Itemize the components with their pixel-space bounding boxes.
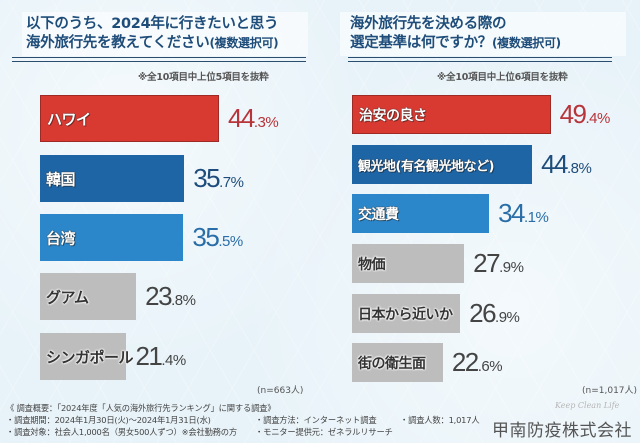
left-title-rule	[12, 57, 306, 62]
value-integer: 35	[193, 162, 220, 193]
right-chart-title: 海外旅行先を決める際の 選定基準は何ですか？(複数選択可)	[350, 15, 561, 53]
right-value-label-3: 34.1%	[498, 197, 549, 229]
survey-method: ・調査方法：インターネット調査	[255, 415, 377, 425]
value-decimal: .9%	[499, 258, 524, 276]
left-bar-label-5: シンガポール	[46, 348, 134, 366]
right-bar-5: 日本から近いか	[352, 294, 461, 333]
right-bar-4: 物価	[352, 244, 465, 283]
right-bar-label-6: 街の衛生面	[358, 355, 426, 372]
left-title-box	[22, 12, 308, 56]
left-value-label-1: 44.3%	[227, 102, 279, 134]
left-chart-title: 以下のうち、2024年に行きたいと思う 海外旅行先を教えてください(複数選択可)	[26, 15, 279, 53]
right-bar-label-2: 観光地(有名観光地など)	[358, 159, 494, 174]
right-value-label-4: 27.9%	[473, 247, 524, 279]
left-bar-label-4: グアム	[46, 288, 89, 306]
value-integer: 22	[451, 346, 479, 377]
left-value-label-3: 35.5%	[192, 221, 243, 253]
survey-period: ・調査期間：2024年1月30日(火)～2024年1月31日(水)	[6, 415, 211, 425]
left-bar-label-2: 韓国	[46, 170, 76, 188]
right-title-rule	[348, 57, 612, 62]
survey-overview-title: 《 調査概要：「2024年度「人気の海外旅行先ランキング」に関する調査》	[6, 403, 276, 413]
right-value-label-5: 26.9%	[469, 297, 520, 329]
value-integer: 34	[498, 197, 525, 228]
right-bar-label-1: 治安の良さ	[359, 107, 427, 124]
right-title-box	[340, 12, 626, 56]
value-decimal: .5%	[218, 232, 243, 250]
value-integer: 21	[135, 340, 162, 371]
value-decimal: .8%	[171, 291, 196, 309]
survey-provider: ・モニター提供元：ゼネラルリサーチ	[255, 427, 393, 437]
right-bar-label-3: 交通費	[358, 206, 399, 223]
left-title-line1: 以下のうち、2024年に行きたいと思う	[26, 16, 279, 32]
value-integer: 35	[192, 221, 219, 252]
value-decimal: .8%	[567, 159, 592, 177]
right-sample-size: (n=1,017人)	[582, 386, 638, 396]
company-name: 甲南防疫株式会社	[492, 421, 632, 441]
value-integer: 26	[469, 297, 496, 328]
value-integer: 27	[473, 247, 500, 278]
value-integer: 44	[541, 148, 568, 179]
left-value-label-4: 23.8%	[145, 280, 196, 312]
value-decimal: .1%	[524, 208, 549, 226]
value-decimal: .3%	[253, 113, 279, 131]
left-bar-3: 台湾	[40, 214, 184, 261]
right-bar-3: 交通費	[352, 194, 490, 233]
right-bar-label-4: 物価	[358, 256, 386, 273]
left-bar-2: 韓国	[40, 155, 185, 202]
value-decimal: .9%	[495, 308, 520, 326]
value-decimal: .6%	[477, 357, 503, 375]
left-value-label-5: 21.4%	[135, 340, 186, 372]
left-bar-label-3: 台湾	[46, 229, 76, 247]
value-integer: 23	[145, 280, 172, 311]
left-bar-label-1: ハワイ	[47, 110, 91, 128]
survey-count: ・調査人数：1,017人	[400, 415, 480, 425]
value-integer: 44	[227, 102, 255, 133]
value-decimal: .7%	[219, 173, 244, 191]
right-bar-2: 観光地(有名観光地など)	[352, 145, 533, 184]
right-bar-1: 治安の良さ	[352, 95, 551, 134]
right-title-line1: 海外旅行先を決める際の	[350, 16, 507, 32]
right-bar-label-5: 日本から近いか	[358, 306, 453, 323]
right-value-label-2: 44.8%	[541, 148, 592, 180]
left-bar-5: シンガポール	[40, 333, 134, 380]
right-value-label-1: 49.4%	[559, 98, 611, 130]
value-integer: 49	[559, 98, 587, 129]
left-title-suffix: (複数選択可)	[209, 36, 279, 50]
left-title-line2: 海外旅行先を教えてください	[26, 35, 210, 51]
company-tagline: Keep Clean Life	[555, 401, 620, 410]
left-sample-size: (n=663人)	[257, 386, 304, 396]
value-decimal: .4%	[585, 109, 611, 127]
right-bar-6: 街の衛生面	[352, 343, 443, 382]
left-bar-4: グアム	[40, 273, 137, 320]
left-note: ※全10項目中上位5項目を抜粋	[138, 72, 269, 83]
value-decimal: .4%	[161, 351, 186, 369]
survey-target: ・調査対象：社会人1,000名（男女500人ずつ）※会社勤務の方	[6, 427, 237, 437]
right-value-label-6: 22.6%	[451, 346, 503, 378]
left-value-label-2: 35.7%	[193, 162, 244, 194]
right-note: ※全10項目中上位6項目を抜粋	[437, 72, 568, 83]
right-title-suffix: (複数選択可)	[492, 36, 561, 50]
left-bar-1: ハワイ	[40, 95, 219, 142]
right-title-line2: 選定基準は何ですか？	[350, 35, 492, 51]
